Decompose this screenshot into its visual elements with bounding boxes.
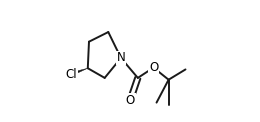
Text: Cl: Cl	[65, 68, 77, 81]
Text: N: N	[116, 51, 125, 65]
Text: O: O	[149, 61, 158, 74]
Text: O: O	[125, 94, 135, 107]
Polygon shape	[70, 68, 88, 76]
